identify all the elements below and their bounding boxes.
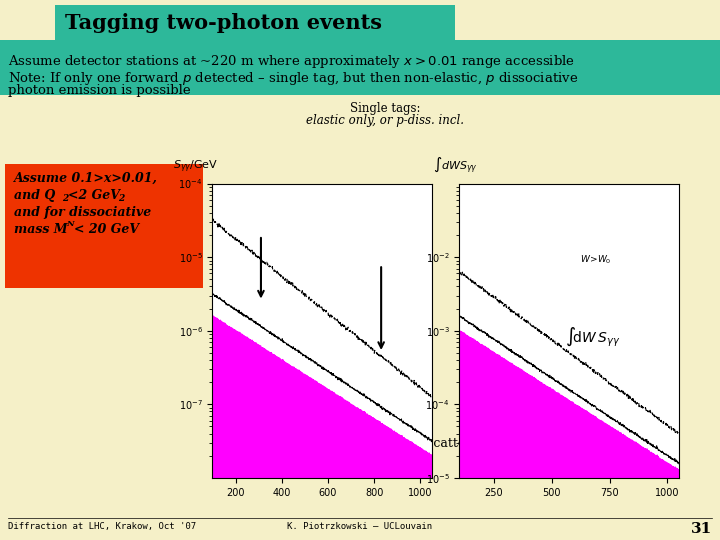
Text: Note: If only one forward $p$ detected – single tag, but then non-elastic, $p$ d: Note: If only one forward $p$ detected –…	[8, 70, 578, 87]
Text: N: N	[66, 220, 73, 228]
Text: <2 GeV: <2 GeV	[68, 189, 120, 202]
Text: K. Piotrzkowski – UCLouvain: K. Piotrzkowski – UCLouvain	[287, 522, 433, 531]
Text: and for dissociative: and for dissociative	[14, 206, 151, 219]
Text: Assume 0.1>x>0.01,: Assume 0.1>x>0.01,	[14, 172, 158, 185]
Text: 2: 2	[62, 194, 68, 203]
Text: < 20 GeV: < 20 GeV	[74, 223, 139, 236]
Text: $S_{\gamma\gamma}$/GeV: $S_{\gamma\gamma}$/GeV	[173, 158, 218, 175]
Text: 2: 2	[118, 194, 125, 203]
Text: Diffraction at LHC, Krakow, Oct '07: Diffraction at LHC, Krakow, Oct '07	[8, 522, 196, 531]
Text: scattering only: scattering only	[423, 437, 522, 450]
Text: double-tags, hence: double-tags, hence	[278, 437, 406, 450]
FancyBboxPatch shape	[0, 40, 720, 95]
Text: elastic: elastic	[383, 437, 424, 450]
Text: photon emission is possible: photon emission is possible	[8, 84, 191, 97]
Text: mass M: mass M	[14, 223, 68, 236]
Text: and Q: and Q	[14, 189, 55, 202]
Text: $\int\!\mathrm{d}W\,S_{\gamma\gamma}$: $\int\!\mathrm{d}W\,S_{\gamma\gamma}$	[564, 325, 620, 348]
Text: Single tags:: Single tags:	[350, 102, 420, 115]
Text: elastic only, or p-diss. incl.: elastic only, or p-diss. incl.	[306, 114, 464, 127]
Text: Assume detector stations at ~220 m where approximately $x > 0.01$ range accessib: Assume detector stations at ~220 m where…	[8, 53, 575, 70]
Text: Color:: Color:	[240, 437, 279, 450]
Text: Tagging two-photon events: Tagging two-photon events	[65, 13, 382, 33]
Text: $W\!>\!W_0$: $W\!>\!W_0$	[580, 253, 612, 266]
FancyBboxPatch shape	[55, 5, 455, 40]
Text: 31: 31	[690, 522, 712, 536]
Text: $\int dW S_{\gamma\gamma}$: $\int dW S_{\gamma\gamma}$	[433, 155, 478, 175]
FancyBboxPatch shape	[5, 164, 203, 288]
